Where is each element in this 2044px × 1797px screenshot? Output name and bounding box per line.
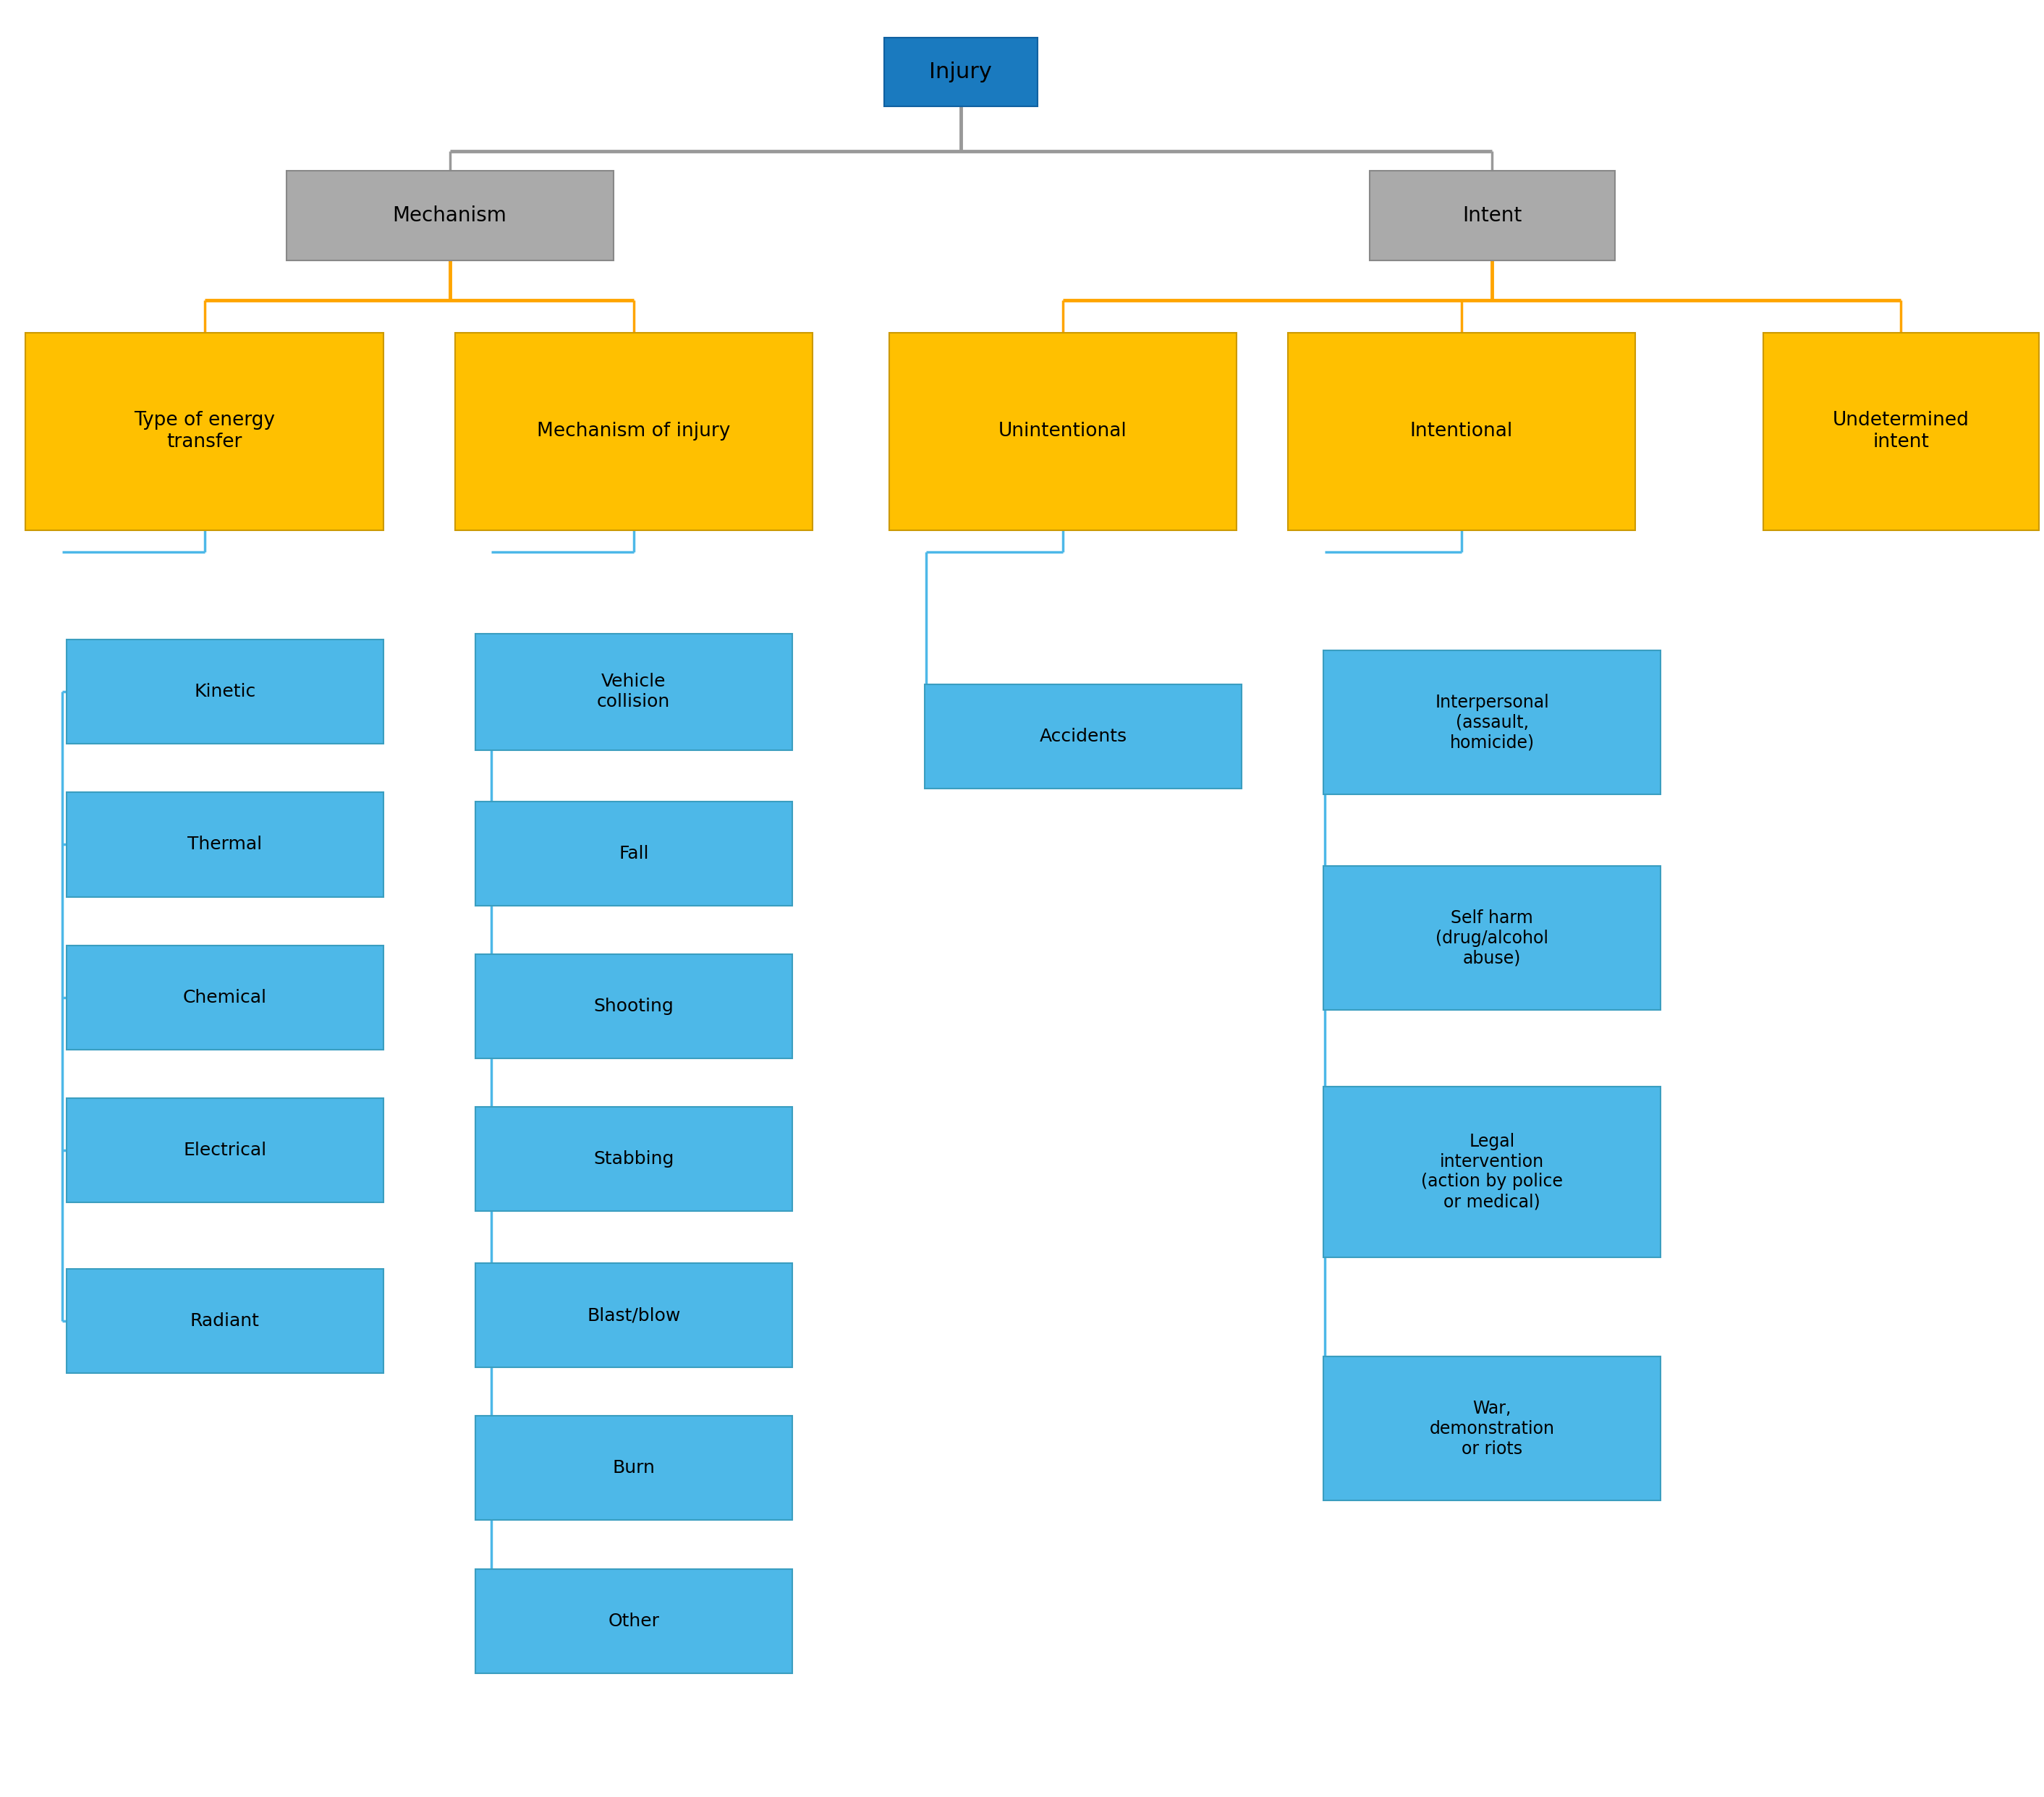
Text: Type of energy
transfer: Type of energy transfer [133, 412, 276, 451]
Text: Undetermined
intent: Undetermined intent [1833, 412, 1968, 451]
Text: Stabbing: Stabbing [593, 1150, 675, 1168]
Text: Shooting: Shooting [593, 997, 675, 1015]
Text: Radiant: Radiant [190, 1312, 260, 1330]
Text: Mechanism of injury: Mechanism of injury [538, 422, 730, 440]
Text: Vehicle
collision: Vehicle collision [597, 674, 670, 710]
FancyBboxPatch shape [474, 801, 791, 906]
FancyBboxPatch shape [454, 332, 814, 530]
FancyBboxPatch shape [286, 171, 613, 261]
FancyBboxPatch shape [1369, 171, 1615, 261]
FancyBboxPatch shape [1762, 332, 2040, 530]
FancyBboxPatch shape [1325, 1357, 1660, 1500]
Text: Blast/blow: Blast/blow [587, 1306, 681, 1324]
FancyBboxPatch shape [474, 1263, 791, 1368]
FancyBboxPatch shape [883, 38, 1036, 106]
Text: Chemical: Chemical [182, 988, 268, 1006]
FancyBboxPatch shape [65, 945, 384, 1049]
FancyBboxPatch shape [65, 1269, 384, 1373]
Text: Burn: Burn [613, 1459, 654, 1477]
Text: Intentional: Intentional [1410, 422, 1513, 440]
Text: Fall: Fall [619, 845, 648, 863]
FancyBboxPatch shape [27, 332, 384, 530]
FancyBboxPatch shape [924, 685, 1243, 789]
FancyBboxPatch shape [474, 634, 791, 751]
Text: Unintentional: Unintentional [1000, 422, 1126, 440]
Text: Legal
intervention
(action by police
or medical): Legal intervention (action by police or … [1421, 1132, 1564, 1211]
Text: War,
demonstration
or riots: War, demonstration or riots [1429, 1400, 1555, 1457]
FancyBboxPatch shape [474, 954, 791, 1058]
Text: Interpersonal
(assault,
homicide): Interpersonal (assault, homicide) [1435, 694, 1549, 751]
Text: Kinetic: Kinetic [194, 683, 256, 701]
Text: Intent: Intent [1461, 205, 1523, 226]
Text: Other: Other [607, 1612, 660, 1630]
FancyBboxPatch shape [1325, 866, 1660, 1010]
FancyBboxPatch shape [1325, 1085, 1660, 1258]
Text: Self harm
(drug/alcohol
abuse): Self harm (drug/alcohol abuse) [1435, 909, 1549, 967]
FancyBboxPatch shape [474, 1569, 791, 1673]
Text: Injury: Injury [930, 61, 991, 83]
Text: Electrical: Electrical [184, 1141, 266, 1159]
Text: Thermal: Thermal [188, 836, 262, 854]
FancyBboxPatch shape [65, 1098, 384, 1202]
Text: Mechanism: Mechanism [392, 205, 507, 226]
FancyBboxPatch shape [474, 1107, 791, 1211]
FancyBboxPatch shape [889, 332, 1237, 530]
FancyBboxPatch shape [1325, 651, 1660, 794]
FancyBboxPatch shape [1288, 332, 1635, 530]
FancyBboxPatch shape [474, 1416, 791, 1520]
Text: Accidents: Accidents [1040, 728, 1126, 746]
FancyBboxPatch shape [65, 640, 384, 744]
FancyBboxPatch shape [65, 792, 384, 897]
